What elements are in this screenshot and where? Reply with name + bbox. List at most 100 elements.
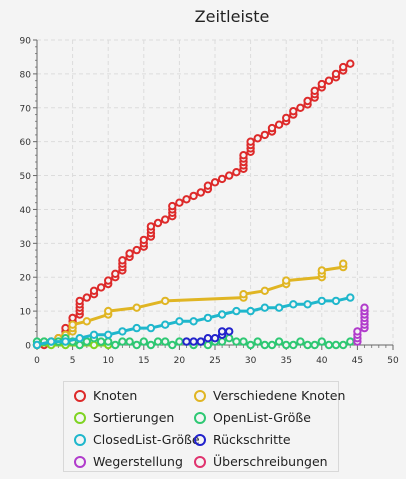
legend-marker-rueckschritte	[194, 433, 206, 446]
series-0-point	[246, 137, 255, 146]
series-0-point	[282, 113, 291, 123]
series-0-point	[225, 171, 234, 180]
series-3-point	[217, 337, 227, 346]
series-0-point	[161, 215, 170, 224]
series-3-point	[132, 340, 141, 350]
series-3-point	[118, 337, 127, 346]
legend-label-closedlist: ClosedList-Größe	[93, 432, 200, 447]
series-3-point	[232, 337, 241, 346]
series-4-point	[317, 296, 326, 306]
series-4-point	[146, 323, 156, 333]
series-5-point	[217, 327, 227, 336]
chart-title: Zeitleiste	[195, 7, 270, 26]
y-tick-label: 40	[20, 206, 32, 216]
series-0-point	[118, 256, 127, 265]
legend-marker-openlist	[194, 411, 206, 424]
series-3-point	[346, 337, 355, 346]
series-3-point	[282, 340, 291, 350]
series-0-point	[310, 86, 319, 96]
series-0-point	[89, 286, 99, 295]
series-4-point	[346, 293, 355, 302]
series-4-point	[132, 323, 141, 333]
legend-label-rueckschritte: Rückschritte	[213, 432, 291, 447]
series-4-point	[89, 330, 99, 339]
series-4-point	[104, 330, 113, 339]
series-1-point	[104, 306, 113, 316]
legend-marker-wegerstellung	[74, 455, 86, 468]
series-1-point	[68, 320, 77, 329]
series-1-point	[260, 286, 269, 295]
y-tick-label: 80	[20, 70, 32, 80]
series-0-point	[239, 151, 248, 160]
x-tick-label: 35	[280, 356, 291, 366]
series-0-point	[289, 107, 298, 116]
series-3-point	[339, 340, 348, 350]
series-4-point	[331, 296, 341, 306]
series-4-point	[303, 300, 312, 309]
series-3-point	[296, 337, 305, 346]
series-0-point	[274, 120, 284, 129]
series-0-point	[253, 134, 262, 143]
x-tick-label: 0	[34, 356, 40, 366]
legend: Knoten Verschiedene Knoten Sortierungen …	[63, 381, 345, 472]
series-0-point	[217, 174, 227, 184]
series-0-point	[96, 283, 106, 292]
x-tick-label: 50	[387, 356, 399, 366]
series-4-point	[61, 337, 70, 346]
series-4-point	[32, 340, 42, 350]
y-tick-label: 50	[20, 172, 32, 182]
y-tick-label: 70	[20, 104, 32, 114]
series-0-point	[339, 62, 348, 72]
legend-label-verschiedene-knoten: Verschiedene Knoten	[213, 388, 346, 403]
series-5-point	[210, 334, 220, 343]
legend-item-knoten: Knoten	[74, 388, 137, 403]
y-tick-label: 10	[20, 308, 32, 318]
series-5-point	[189, 337, 198, 346]
series-3-point	[111, 340, 120, 350]
series-5	[182, 327, 234, 346]
series-3-point	[267, 340, 277, 350]
legend-item-verschiedene-knoten: Verschiedene Knoten	[194, 388, 345, 403]
y-tick-label: 90	[20, 37, 32, 47]
series-6	[353, 303, 369, 346]
series-0-point	[267, 123, 277, 133]
series-0-point	[111, 269, 120, 278]
x-tick-label: 25	[209, 356, 220, 366]
y-tick-label: 30	[20, 240, 32, 250]
series-4-point	[175, 317, 184, 326]
series-3-point	[331, 340, 341, 350]
series-0-point	[232, 168, 241, 177]
series-3-point	[260, 340, 269, 350]
series-0-point	[296, 103, 305, 113]
x-tick-label: 30	[245, 356, 257, 366]
series-3-point	[146, 340, 156, 350]
series-0-point	[153, 218, 163, 228]
y-tick-label: 60	[20, 138, 32, 148]
x-tick-label: 10	[102, 356, 114, 366]
legend-marker-ueberschreibungen	[194, 455, 206, 468]
legend-item-rueckschritte: Rückschritte	[194, 432, 291, 447]
series-2-point	[89, 340, 99, 350]
series-3-point	[175, 337, 184, 346]
series-3-point	[104, 337, 113, 346]
y-tick-label: 0	[25, 342, 31, 352]
legend-marker-verschiedene-knoten	[194, 389, 206, 402]
series-5-point	[196, 337, 206, 346]
series-0-point	[196, 188, 206, 197]
series-0-point	[75, 296, 84, 306]
series-3-point	[239, 337, 248, 346]
series-5-point	[225, 327, 234, 336]
series-0-point	[168, 201, 177, 211]
series-0-point	[331, 69, 341, 79]
series-3-point	[75, 340, 84, 350]
series-0-point	[203, 181, 213, 190]
series-0-point	[260, 130, 269, 140]
series-4-point	[217, 310, 227, 319]
series-4	[32, 293, 355, 350]
series-0-point	[146, 222, 156, 231]
series-0-point	[175, 198, 184, 207]
series-3-point	[168, 340, 177, 350]
series-0-point	[125, 249, 134, 258]
series-4-point	[118, 327, 127, 336]
series-5-point	[182, 337, 191, 346]
